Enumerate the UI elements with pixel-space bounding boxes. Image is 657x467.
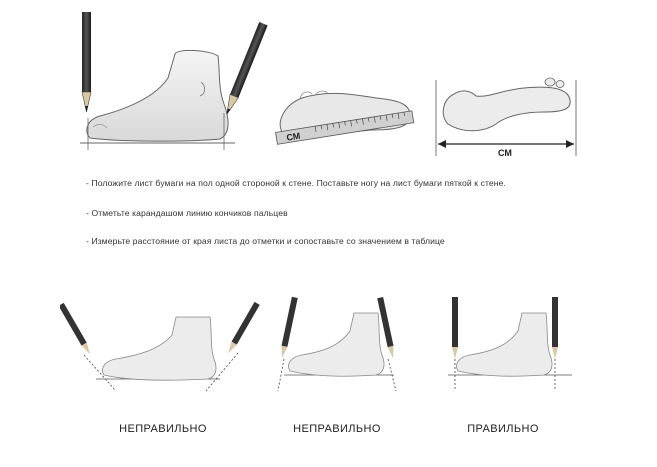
- ruler-icon: СМ: [275, 110, 415, 145]
- verdict-label-1: НЕПРАВИЛЬНО: [119, 423, 207, 435]
- example-incorrect-2: [277, 296, 397, 392]
- pencil-icon: [281, 296, 298, 359]
- verdict-label-2: НЕПРАВИЛЬНО: [293, 423, 381, 435]
- instruction-line-3: - Измерьте расстояние от края листа до о…: [86, 236, 445, 246]
- pencil-icon: [226, 21, 268, 115]
- example-incorrect-1: [60, 301, 260, 392]
- foot-outline-measurement: СМ: [435, 77, 577, 158]
- foot-on-ruler: СМ: [275, 90, 415, 145]
- example-correct: [448, 297, 572, 391]
- pencil-icon: [60, 302, 91, 355]
- pencil-icon: [452, 297, 458, 359]
- pencil-icon: [552, 297, 558, 359]
- width-label: СМ: [498, 148, 512, 158]
- foot-side-view-with-pencils: [80, 12, 268, 150]
- pencil-icon: [81, 12, 92, 113]
- verdict-label-3: ПРАВИЛЬНО: [467, 423, 539, 435]
- instruction-line-2: - Отметьте карандашом линию кончиков пал…: [86, 208, 288, 218]
- instruction-line-1: - Положите лист бумаги на пол одной стор…: [86, 178, 507, 188]
- ruler-label: СМ: [286, 131, 301, 143]
- pencil-icon: [377, 296, 394, 359]
- pencil-icon: [228, 301, 260, 354]
